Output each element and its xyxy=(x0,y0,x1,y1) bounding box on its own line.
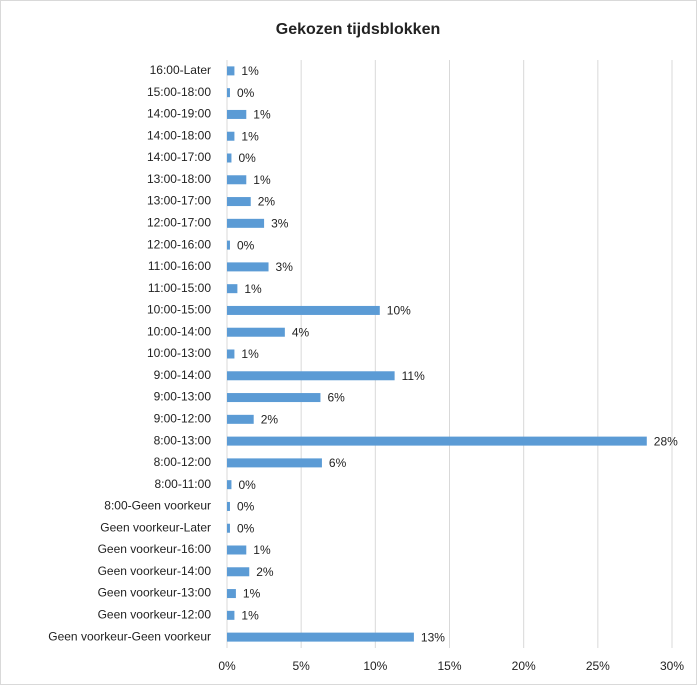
data-label: 0% xyxy=(237,238,255,252)
bar xyxy=(227,66,235,76)
bar xyxy=(227,480,232,490)
y-tick-label: Geen voorkeur-16:00 xyxy=(98,542,212,556)
x-tick-label: 5% xyxy=(292,659,310,673)
data-label: 6% xyxy=(327,391,345,405)
bar xyxy=(227,393,321,403)
y-tick-label: 8:00-13:00 xyxy=(154,433,212,447)
bar xyxy=(227,589,236,599)
bar xyxy=(227,109,247,119)
y-tick-label: 9:00-12:00 xyxy=(154,412,212,426)
y-tick-label: Geen voorkeur-Later xyxy=(100,520,211,534)
y-tick-label: 9:00-13:00 xyxy=(154,390,212,404)
data-label: 2% xyxy=(258,195,276,209)
data-label: 4% xyxy=(292,325,310,339)
y-tick-label: 12:00-16:00 xyxy=(147,237,211,251)
y-tick-label: 10:00-15:00 xyxy=(147,303,211,317)
y-tick-label: Geen voorkeur-14:00 xyxy=(98,564,212,578)
x-tick-label: 15% xyxy=(437,659,461,673)
x-tick-label: 25% xyxy=(586,659,610,673)
y-tick-label: 13:00-17:00 xyxy=(147,194,211,208)
data-label: 3% xyxy=(276,260,294,274)
bar xyxy=(227,131,235,141)
y-tick-label: 12:00-17:00 xyxy=(147,216,211,230)
y-tick-label: 15:00-18:00 xyxy=(147,85,211,99)
y-tick-label: 11:00-15:00 xyxy=(148,281,211,295)
data-label: 1% xyxy=(241,609,259,623)
data-label: 0% xyxy=(238,478,256,492)
y-tick-label: 14:00-18:00 xyxy=(147,128,211,142)
y-tick-label: 9:00-14:00 xyxy=(154,368,212,382)
bar xyxy=(227,349,235,359)
bar xyxy=(227,88,230,98)
bar xyxy=(227,567,250,577)
bar xyxy=(227,305,380,315)
y-tick-label: Geen voorkeur-12:00 xyxy=(98,608,212,622)
y-tick-label: 14:00-19:00 xyxy=(147,107,211,121)
bar xyxy=(227,175,247,185)
y-tick-label: 8:00-Geen voorkeur xyxy=(104,499,211,513)
y-tick-label: 11:00-16:00 xyxy=(148,259,211,273)
bar xyxy=(227,610,235,620)
bar xyxy=(227,501,230,511)
bar xyxy=(227,545,247,555)
x-tick-label: 20% xyxy=(512,659,536,673)
data-label: 0% xyxy=(237,86,255,100)
data-label: 1% xyxy=(244,282,262,296)
data-label: 10% xyxy=(387,304,411,318)
data-label: 1% xyxy=(241,64,259,78)
data-label: 2% xyxy=(256,565,274,579)
data-label: 1% xyxy=(241,347,259,361)
y-tick-label: 14:00-17:00 xyxy=(147,150,211,164)
y-tick-label: Geen voorkeur-13:00 xyxy=(98,586,212,600)
bar xyxy=(227,632,414,642)
bar xyxy=(227,523,230,533)
data-label: 1% xyxy=(253,543,271,557)
y-tick-label: 10:00-13:00 xyxy=(147,346,211,360)
bar xyxy=(227,153,232,163)
data-label: 0% xyxy=(237,521,255,535)
bar xyxy=(227,371,395,381)
y-tick-label: 13:00-18:00 xyxy=(147,172,211,186)
data-label: 11% xyxy=(402,369,425,383)
y-tick-label: 10:00-14:00 xyxy=(147,324,211,338)
data-label: 2% xyxy=(261,413,279,427)
data-label: 0% xyxy=(238,151,256,165)
y-tick-label: 8:00-11:00 xyxy=(155,477,212,491)
data-label: 1% xyxy=(243,587,261,601)
y-tick-label: 16:00-Later xyxy=(150,63,211,77)
data-label: 1% xyxy=(253,173,271,187)
bar xyxy=(227,436,647,446)
y-tick-label: 8:00-12:00 xyxy=(154,455,212,469)
data-label: 6% xyxy=(329,456,347,470)
bar xyxy=(227,284,238,294)
bar xyxy=(227,218,265,228)
x-tick-label: 10% xyxy=(363,659,387,673)
data-label: 1% xyxy=(253,108,271,122)
bar xyxy=(227,262,269,272)
data-label: 13% xyxy=(421,630,445,644)
data-label: 0% xyxy=(237,500,255,514)
bar xyxy=(227,327,285,337)
data-label: 28% xyxy=(654,434,678,448)
data-label: 1% xyxy=(241,129,259,143)
y-tick-label: Geen voorkeur-Geen voorkeur xyxy=(48,629,211,643)
bar xyxy=(227,414,254,424)
x-tick-label: 30% xyxy=(660,659,684,673)
bar xyxy=(227,240,230,250)
bar xyxy=(227,197,251,207)
x-tick-label: 0% xyxy=(218,659,236,673)
chart-title: Gekozen tijdsblokken xyxy=(276,21,440,38)
bar xyxy=(227,458,322,468)
data-label: 3% xyxy=(271,217,289,231)
